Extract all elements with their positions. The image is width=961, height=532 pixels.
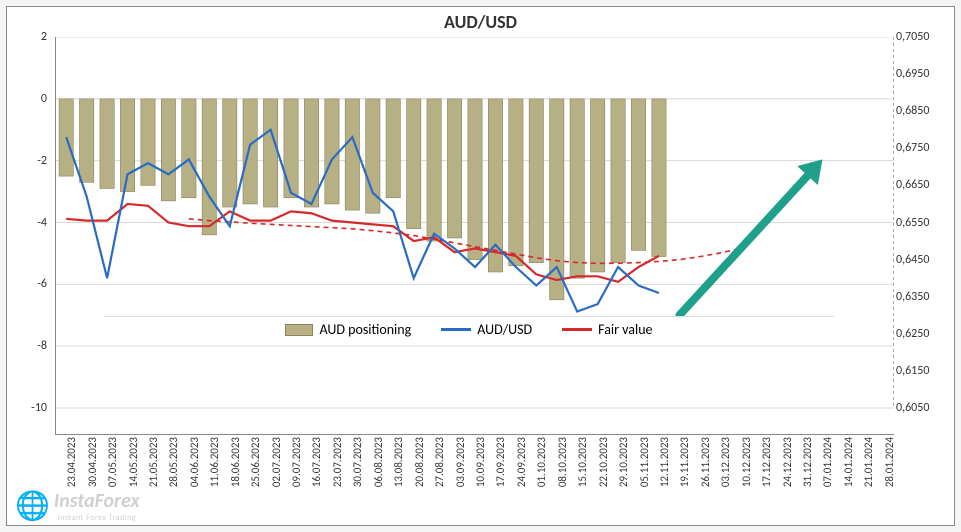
chart-title: AUD/USD xyxy=(7,7,954,33)
series-lines xyxy=(56,37,894,434)
y-right-tick-label: 0,6450 xyxy=(896,253,929,267)
watermark-brand: InstaForex xyxy=(54,489,140,513)
y-right-tick-label: 0,6050 xyxy=(896,401,929,415)
y-left-tick-label: -8 xyxy=(37,339,47,353)
legend-item: AUD positioning xyxy=(285,321,411,338)
watermark-sub: Instant Forex Trading xyxy=(58,513,140,523)
chart-legend: AUD positioning AUD/USD Fair value xyxy=(104,316,834,342)
y-right-tick-label: 0,6950 xyxy=(896,67,929,81)
y-right-tick-label: 0,6550 xyxy=(896,216,929,230)
y-right-tick-label: 0,6250 xyxy=(896,327,929,341)
y-right-tick-label: 0,7050 xyxy=(896,30,929,44)
y-right-tick-label: 0,6650 xyxy=(896,178,929,192)
y-left-tick-label: -10 xyxy=(31,401,47,415)
y-right-axis-labels: 0,6050 0,6150 0,6250 0,6350 0,6450 0,6550 0,66… xyxy=(896,37,946,435)
y-left-tick-label: 0 xyxy=(41,92,47,106)
gridlines xyxy=(56,37,894,434)
legend-label: Fair value xyxy=(598,321,652,338)
plot-area: AUD positioning AUD/USD Fair value xyxy=(55,37,894,435)
legend-label: AUD positioning xyxy=(319,321,411,338)
legend-swatch xyxy=(562,328,592,331)
y-left-tick-label: 2 xyxy=(41,30,47,44)
y-left-tick-label: -4 xyxy=(37,216,47,230)
legend-label: AUD/USD xyxy=(477,321,532,338)
aud-positioning-bars xyxy=(56,37,894,434)
legend-item: AUD/USD xyxy=(441,321,532,338)
y-left-axis-labels: -10-8-6-4-202 xyxy=(7,37,51,435)
globe-icon: 🌐 xyxy=(15,488,50,523)
legend-item: Fair value xyxy=(562,321,652,338)
y-left-tick-label: -2 xyxy=(37,154,47,168)
watermark: 🌐 InstaForex Instant Forex Trading xyxy=(15,488,140,523)
y-right-tick-label: 0,6850 xyxy=(896,104,929,118)
y-left-tick-label: -6 xyxy=(37,277,47,291)
y-right-tick-label: 0,6150 xyxy=(896,364,929,378)
legend-swatch xyxy=(441,328,471,331)
forecast-arrow xyxy=(56,37,894,434)
y-right-tick-label: 0,6750 xyxy=(896,141,929,155)
y-right-tick-label: 0,6350 xyxy=(896,290,929,304)
legend-swatch xyxy=(285,324,313,336)
chart-container: AUD/USD -10 -8 -6 -4 -2 0 2 0,6050 0,6150 0,6250… xyxy=(6,6,955,526)
x-tick-label: 28.01.2024 xyxy=(883,437,961,487)
x-axis-labels: 23.04.202330.04.202307.05.202314.05.2023… xyxy=(55,437,894,525)
